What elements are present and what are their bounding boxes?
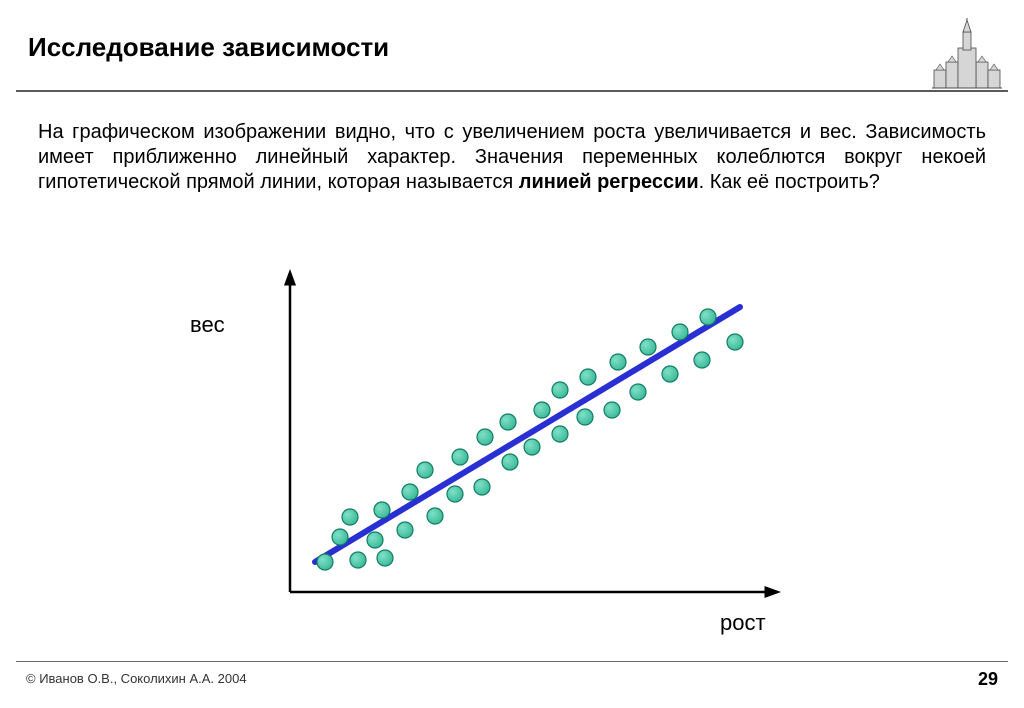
header-divider [16, 90, 1008, 92]
footer-divider [16, 661, 1008, 662]
body-text-post: . Как её построить? [699, 171, 880, 193]
scatter-chart [230, 262, 790, 632]
slide-title: Исследование зависимости [28, 32, 389, 63]
university-logo-icon [932, 18, 1002, 90]
page-number: 29 [978, 669, 998, 690]
body-paragraph: На графическом изображении видно, что с … [38, 120, 986, 195]
chart-y-label: вес [190, 312, 225, 338]
body-text-bold: линией регрессии [519, 171, 699, 193]
copyright-text: © Иванов О.В., Соколихин А.А. 2004 [26, 671, 247, 686]
chart-x-label: рост [720, 610, 766, 636]
